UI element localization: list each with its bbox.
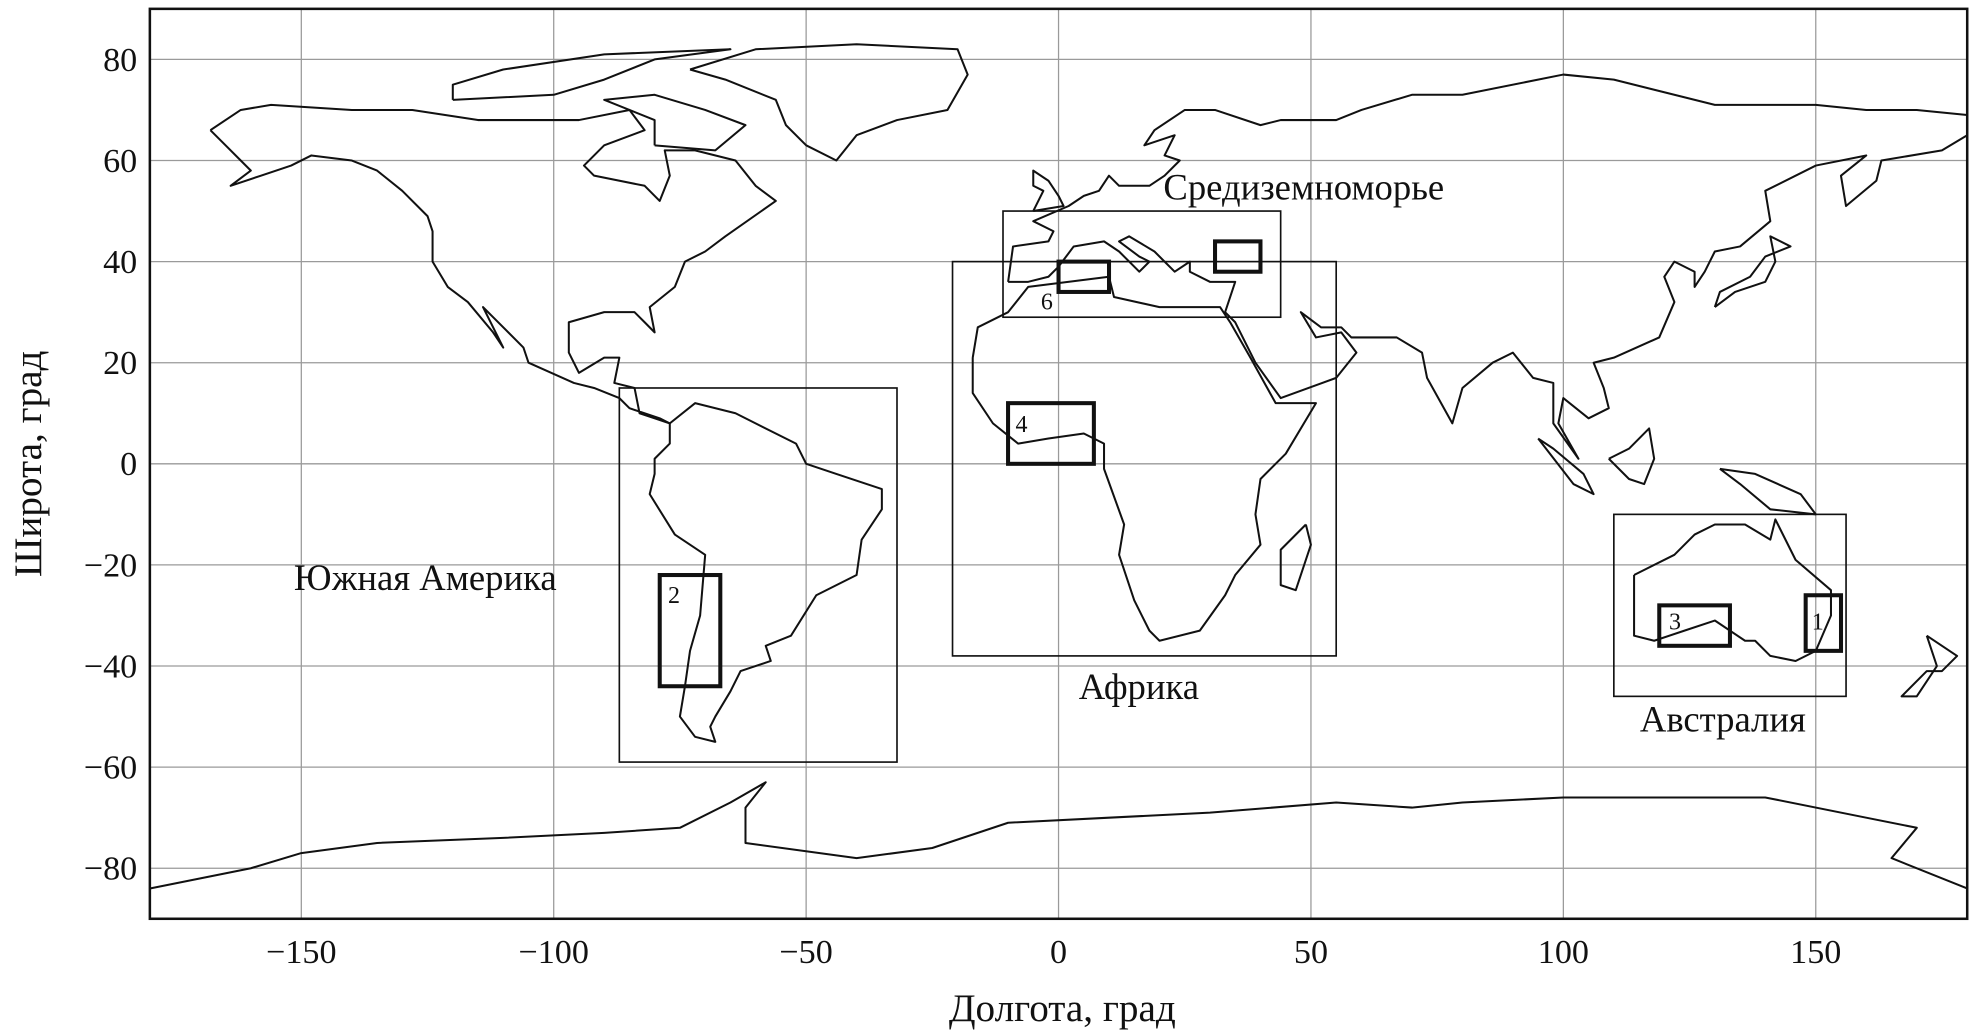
coastline-great-britain: [1032, 169, 1065, 213]
x-tick-label: −50: [779, 934, 832, 971]
x-tick-label: 100: [1538, 934, 1589, 971]
coastline-japan: [1713, 235, 1792, 308]
coastline-madagascar: [1279, 523, 1312, 592]
coastline-south-america: [648, 402, 883, 743]
region-label-africa: Африка: [1079, 666, 1199, 707]
large-region-box: [1002, 210, 1282, 319]
coastline-north-america: [209, 103, 777, 425]
y-tick-label: 40: [103, 244, 137, 281]
x-tick-label: −100: [519, 934, 589, 971]
x-tick-label: 50: [1294, 934, 1328, 971]
coastlines: [149, 43, 1968, 890]
y-tick-label: 80: [103, 42, 137, 79]
coastline-eurasia-east: [1008, 134, 1968, 460]
region-boxes: [618, 210, 1847, 763]
coastline-eurasia: [1007, 73, 1968, 282]
region-number-3: 3: [1669, 609, 1681, 635]
large-region-box: [618, 387, 898, 763]
coastline-australia: [1633, 518, 1832, 662]
region-label-mediterranean: Средиземноморье: [1163, 167, 1444, 208]
y-tick-label: 0: [120, 446, 137, 483]
large-region-box: [1613, 513, 1847, 698]
y-tick-label: −40: [84, 648, 137, 685]
x-tick-label: 150: [1790, 934, 1841, 971]
y-tick-label: −60: [84, 750, 137, 787]
small-region-box: [1803, 593, 1844, 653]
grid-lines: [149, 8, 1968, 919]
coastline-new-zealand: [1900, 634, 1959, 698]
small-region-box: [1006, 401, 1096, 466]
coastline-new-guinea: [1719, 467, 1817, 516]
y-tick-label: 60: [103, 143, 137, 180]
region-label-australia: Австралия: [1640, 699, 1806, 740]
coastline-arctic-islands: [451, 48, 732, 101]
tick-labels: −150 −100 −50 0 50 100 150 80 60 40 20 0 −20 −40 −60 −8…: [84, 42, 1841, 971]
x-tick-label: 0: [1050, 934, 1067, 971]
coastline-sumatra: [1537, 437, 1595, 496]
region-label-south-america: Южная Америка: [294, 557, 557, 598]
y-tick-label: −20: [84, 547, 137, 584]
small-region-box: [1657, 603, 1732, 648]
region-number-2: 2: [668, 583, 680, 609]
y-tick-label: 20: [103, 345, 137, 382]
region-number-1: 1: [1812, 609, 1824, 635]
small-region-box: [657, 573, 723, 689]
region-number-4: 4: [1016, 412, 1028, 438]
coastline-antarctica: [149, 781, 1968, 890]
coastline-africa: [971, 275, 1317, 642]
small-region-box: [1056, 259, 1112, 294]
small-region-box: [1213, 239, 1263, 274]
coastline-baffin-island: [603, 93, 747, 152]
y-axis-label: Широта, град: [7, 350, 50, 577]
coastline-borneo: [1608, 427, 1656, 486]
coastline-greenland: [689, 43, 969, 162]
region-number-6: 6: [1041, 290, 1053, 316]
x-tick-label: −150: [266, 934, 336, 971]
y-tick-label: −80: [84, 851, 137, 888]
plot-frame: [148, 7, 1969, 921]
x-axis-label: Долгота, град: [949, 987, 1176, 1030]
large-region-box: [951, 260, 1338, 657]
